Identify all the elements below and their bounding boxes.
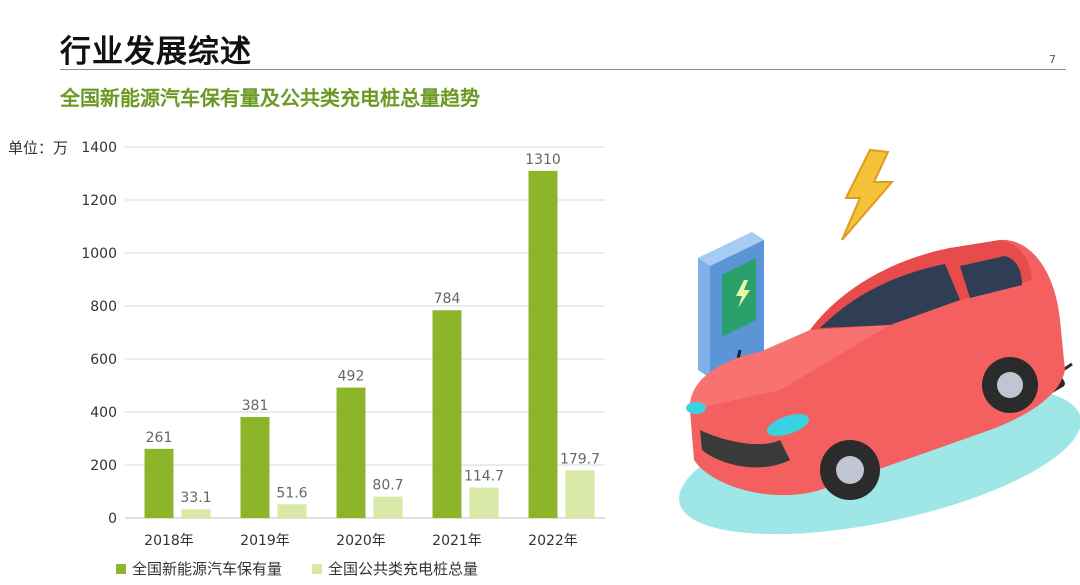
data-label: 33.1 xyxy=(180,490,211,506)
x-tick-label: 2020年 xyxy=(336,533,386,549)
y-tick-label: 1000 xyxy=(81,246,117,262)
y-tick-label: 1400 xyxy=(81,140,117,156)
legend-swatch-series1 xyxy=(116,563,126,574)
y-tick-label: 1200 xyxy=(81,193,117,209)
x-tick-label: 2019年 xyxy=(240,533,290,549)
legend-label-series1: 全国新能源汽车保有量 xyxy=(132,560,283,578)
data-label: 51.6 xyxy=(276,485,307,501)
bar-ev-stock xyxy=(336,387,366,518)
x-tick-label: 2022年 xyxy=(528,533,578,549)
y-tick-label: 800 xyxy=(90,299,117,315)
x-tick-label: 2021年 xyxy=(432,533,482,549)
y-tick-label: 0 xyxy=(108,511,117,527)
red-car xyxy=(686,239,1065,500)
y-tick-label: 400 xyxy=(90,405,117,421)
lightning-bolt-icon xyxy=(841,148,895,241)
bar-ev-stock xyxy=(432,310,462,518)
y-tick-label: 200 xyxy=(90,458,117,474)
y-axis-unit-label: 单位：万 xyxy=(8,139,68,157)
page-number: 7 xyxy=(1049,53,1056,66)
car-charging-illustration xyxy=(679,148,1080,535)
data-label: 80.7 xyxy=(372,478,403,494)
bar-charging-piles xyxy=(373,496,403,518)
data-label: 114.7 xyxy=(464,469,504,485)
bar-ev-stock xyxy=(528,170,558,518)
charging-station xyxy=(698,232,764,378)
legend-item-series1: 全国新能源汽车保有量 xyxy=(116,558,282,579)
chart-subtitle: 全国新能源汽车保有量及公共类充电桩总量趋势 xyxy=(60,86,480,110)
page-title: 行业发展综述 xyxy=(60,34,252,70)
chart-legend: 全国新能源汽车保有量 全国公共类充电桩总量 xyxy=(116,558,478,579)
bar-charging-piles xyxy=(469,487,499,518)
data-label: 784 xyxy=(434,291,461,307)
legend-label-series2: 全国公共类充电桩总量 xyxy=(328,560,479,578)
data-label: 1310 xyxy=(525,152,561,168)
data-label: 179.7 xyxy=(560,451,600,467)
data-label: 261 xyxy=(146,430,173,446)
title-divider xyxy=(60,69,1066,70)
bar-charging-piles xyxy=(277,504,307,518)
legend-item-series2: 全国公共类充电桩总量 xyxy=(312,558,478,579)
y-tick-label: 600 xyxy=(90,352,117,368)
bar-chart: 单位：万 0 200 400 600 800 1000 1200 1400 261 33.1 2018… xyxy=(8,139,605,549)
data-label: 492 xyxy=(338,369,365,385)
legend-swatch-series2 xyxy=(312,563,323,574)
bar-ev-stock xyxy=(144,448,174,518)
bar-charging-piles xyxy=(181,509,211,518)
bar-charging-piles xyxy=(565,470,595,518)
data-label: 381 xyxy=(242,398,269,414)
x-tick-label: 2018年 xyxy=(144,533,194,549)
station-bolt-icon xyxy=(736,280,750,308)
bar-ev-stock xyxy=(240,417,270,518)
